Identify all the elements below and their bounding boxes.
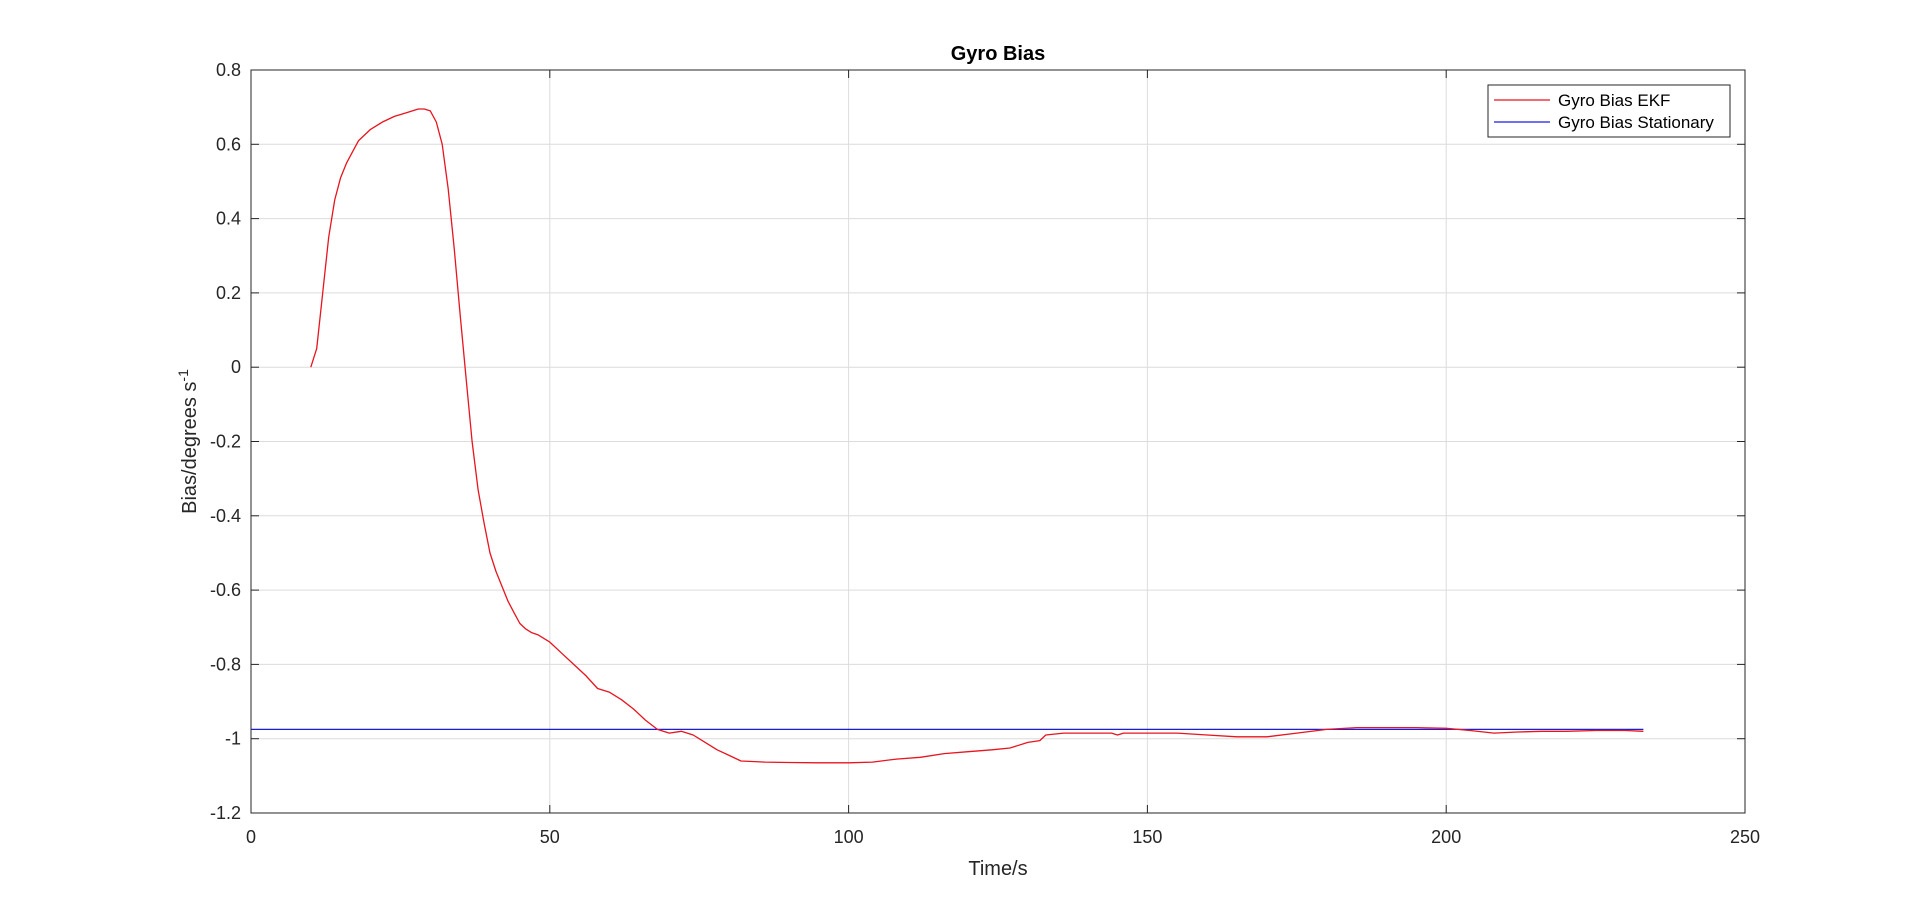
series-layer (251, 108, 1644, 764)
chart-title: Gyro Bias (951, 43, 1045, 65)
x-tick-label-3: 150 (1132, 827, 1162, 847)
y-tick-label-5: -0.2 (210, 432, 241, 452)
y-tick-label-0: 0.8 (216, 60, 241, 80)
y-axis-label: Bias/degrees s-1 (175, 369, 201, 514)
y-tick-label-2: 0.4 (216, 209, 241, 229)
x-tick-label-0: 0 (246, 827, 256, 847)
x-tick-label-2: 100 (834, 827, 864, 847)
legend-box (1487, 84, 1731, 138)
y-tick-label-10: -1.2 (210, 803, 241, 823)
y-tick-label-3: 0.2 (216, 283, 241, 303)
x-tick-label-4: 200 (1431, 827, 1461, 847)
y-tick-label-9: -1 (225, 729, 241, 749)
x-tick-label-1: 50 (540, 827, 560, 847)
y-tick-label-1: 0.6 (216, 134, 241, 154)
x-axis-label: Time/s (968, 858, 1027, 880)
y-tick-label-8: -0.8 (210, 654, 241, 674)
y-axis-label-superscript: -1 (175, 369, 191, 382)
x-tick-label-5: 250 (1730, 827, 1760, 847)
series-line-gyro-bias-ekf (310, 108, 1644, 764)
legend-label-gyro-bias-stationary: Gyro Bias Stationary (1558, 113, 1714, 132)
y-tick-label-4: 0 (231, 357, 241, 377)
y-axis-label-main: Bias/degrees s (179, 382, 201, 514)
legend-label-gyro-bias-ekf: Gyro Bias EKF (1558, 91, 1670, 110)
y-tick-label-7: -0.6 (210, 580, 241, 600)
y-tick-label-6: -0.4 (210, 506, 241, 526)
legend: Gyro Bias EKF Gyro Bias Stationary (1487, 84, 1731, 138)
grid (250, 69, 1746, 814)
ticks: 0 50 100 150 200 250 0.8 0.6 0.4 0.2 0 -0.2 -0.4 -0.6… (210, 60, 1760, 847)
